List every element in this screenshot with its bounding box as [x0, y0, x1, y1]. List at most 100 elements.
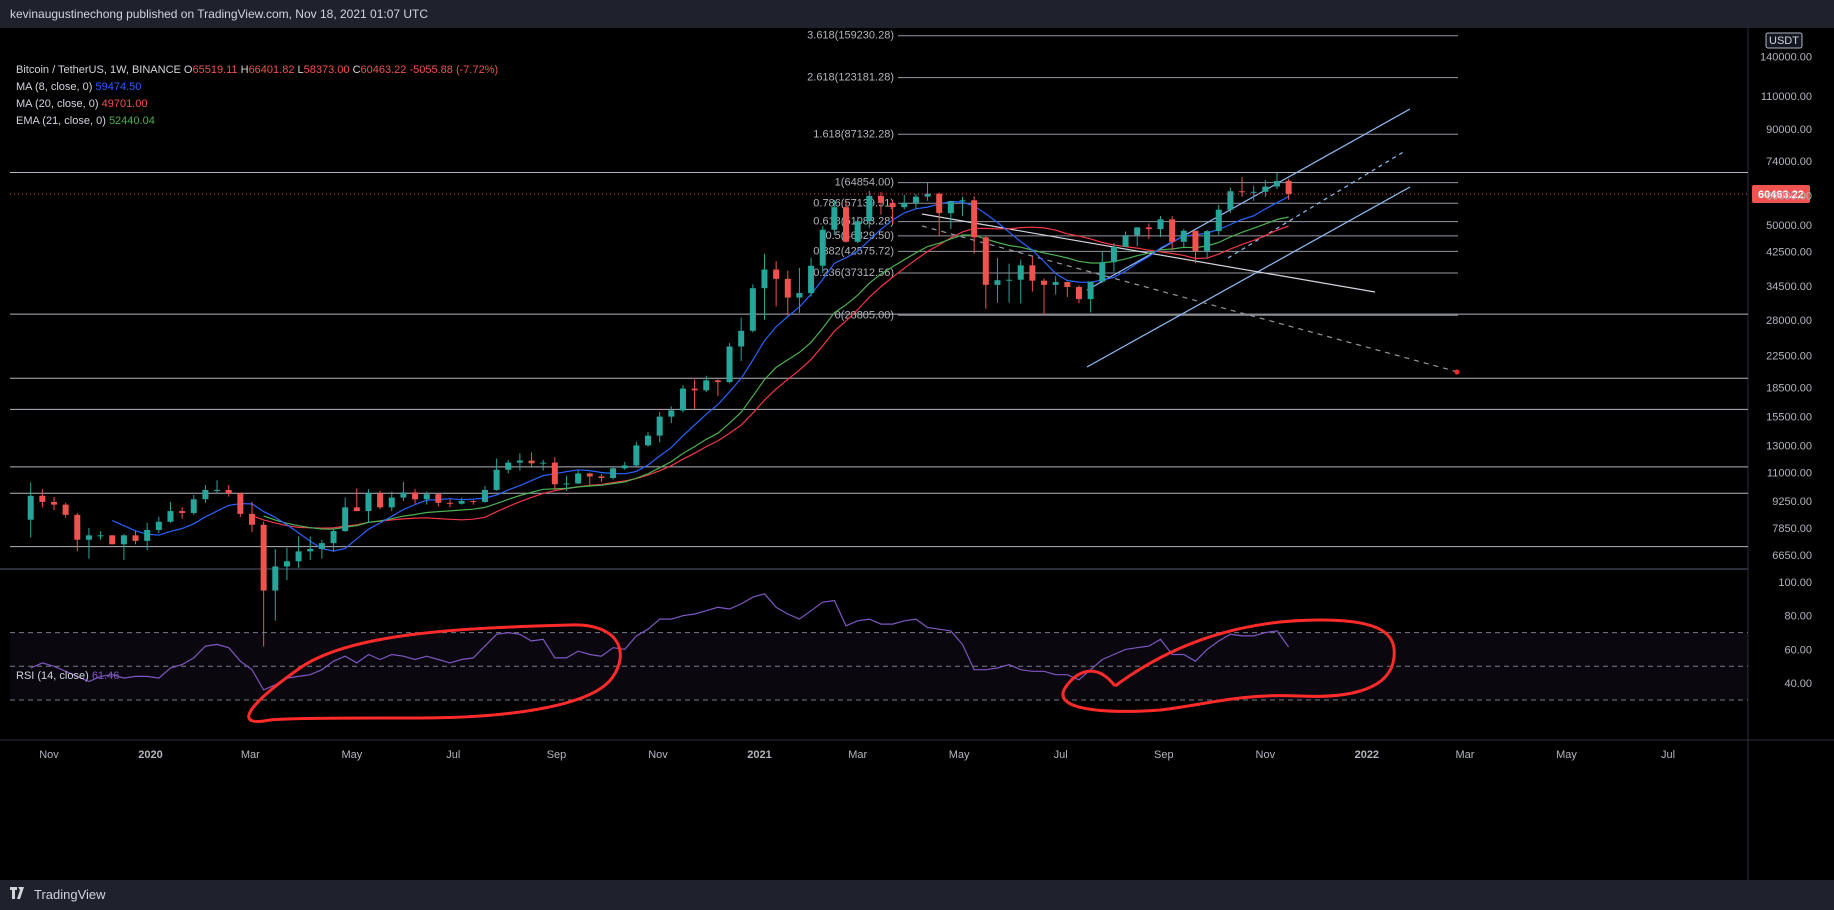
- candle-body: [540, 462, 547, 464]
- symbol-legend-row[interactable]: Bitcoin / TetherUS, 1W, BINANCE O65519.1…: [16, 62, 498, 79]
- indicator-legend-row[interactable]: EMA (21, close, 0) 52440.04: [16, 113, 498, 130]
- candle-body: [738, 330, 745, 347]
- candle-body: [971, 200, 978, 238]
- candle-body: [563, 483, 570, 485]
- time-axis-label: Mar: [1456, 749, 1475, 761]
- last-price-label: 60463.22: [1758, 189, 1804, 201]
- ohlc-value-c: 60463.22: [360, 64, 407, 76]
- candle-body: [1134, 227, 1141, 236]
- candle-body: [516, 460, 523, 463]
- time-axis-label: May: [949, 749, 970, 761]
- price-change: -5055.88 (-7.72%): [409, 64, 499, 76]
- candle-body: [1041, 280, 1048, 285]
- ohlc-key-o: O: [183, 64, 193, 76]
- horizontal-lines-layer: [10, 171, 1748, 548]
- fib-level-label: 3.618(159230.28): [807, 30, 894, 42]
- time-axis-label: Jul: [1661, 749, 1675, 761]
- fib-level-label: 1.618(87132.28): [813, 128, 894, 140]
- time-axis-label: Mar: [848, 749, 867, 761]
- indicator-name: EMA (21, close, 0): [16, 115, 109, 127]
- candle-body: [167, 511, 174, 522]
- chart-legend: Bitcoin / TetherUS, 1W, BINANCE O65519.1…: [16, 62, 498, 130]
- candle-body: [1017, 265, 1024, 280]
- candle-body: [877, 195, 884, 203]
- rsi-pane: 100.00 80.00 60.00 40.00: [10, 577, 1812, 701]
- candle-body: [679, 388, 686, 411]
- rsi-value: 61.46: [91, 670, 120, 682]
- fib-level-label: 0.786(57139.51): [813, 197, 894, 209]
- indicator-value: 49701.00: [101, 98, 148, 110]
- ohlc-value-h: 66401.82: [248, 64, 295, 76]
- candle-body: [295, 551, 302, 562]
- candle-body: [388, 497, 395, 508]
- candle-body: [330, 531, 337, 544]
- symbol-name: Bitcoin / TetherUS, 1W, BINANCE: [16, 64, 181, 76]
- candle-body: [936, 193, 943, 214]
- chart-area[interactable]: 3.618(159230.28) 2.618(123181.28) 1.618(87…: [0, 28, 1834, 880]
- candle-body: [353, 507, 360, 512]
- candle-body: [400, 492, 407, 498]
- rsi-legend[interactable]: RSI (14, close) 61.46: [16, 670, 119, 682]
- candle-body: [784, 278, 791, 298]
- price-axis-label: 74000.00: [1766, 156, 1812, 168]
- time-axis-label: Mar: [241, 749, 260, 761]
- candle-body: [796, 293, 803, 298]
- candle-body: [97, 535, 104, 537]
- ohlc-value-l: 58373.00: [303, 64, 350, 76]
- tradingview-logo-icon: [10, 880, 28, 910]
- candle-body: [27, 495, 34, 520]
- candle-body: [365, 493, 372, 512]
- currency-label: USDT: [1769, 35, 1799, 47]
- indicator-legend-row[interactable]: MA (20, close, 0) 49701.00: [16, 96, 498, 113]
- time-axis-label: Sep: [547, 749, 567, 761]
- price-axis-label: 13000.00: [1766, 440, 1812, 452]
- price-axis-label: 34500.00: [1766, 281, 1812, 293]
- candle-body: [248, 513, 255, 525]
- candle-body: [901, 202, 908, 208]
- fib-level-label: 0(28805.00): [835, 309, 894, 321]
- time-axis-label: 2022: [1355, 749, 1379, 761]
- price-axis-label: 110000.00: [1761, 91, 1812, 103]
- publisher-text: kevinaugustinechong published on Trading…: [10, 7, 429, 21]
- candle-body: [74, 514, 81, 540]
- time-axis-label: Nov: [39, 749, 59, 761]
- candle-body: [1075, 286, 1082, 300]
- descending-projection-dashed: [921, 225, 1459, 373]
- candle-body: [435, 494, 442, 503]
- price-chart[interactable]: 3.618(159230.28) 2.618(123181.28) 1.618(87…: [0, 28, 1834, 880]
- channel-upper-line: [1086, 108, 1411, 291]
- time-axis-label: Nov: [648, 749, 668, 761]
- rsi-axis-label: 40.00: [1784, 678, 1812, 690]
- candle-body: [377, 493, 384, 508]
- time-axis-label: 2021: [747, 749, 771, 761]
- candle-body: [621, 465, 628, 469]
- candle-body: [1250, 191, 1257, 193]
- price-axis-label: 11000.00: [1767, 468, 1812, 480]
- fib-level-label: 0.236(37312.56): [813, 267, 894, 279]
- candle-body: [1064, 282, 1071, 287]
- rsi-axis-label: 100.00: [1778, 577, 1812, 589]
- price-axis-label: 50000.00: [1766, 220, 1812, 232]
- candle-body: [889, 202, 896, 208]
- channel-mid-dashed-line: [1227, 150, 1406, 259]
- candle-body: [1087, 281, 1094, 300]
- candle-body: [1215, 209, 1222, 232]
- indicator-legend-row[interactable]: MA (8, close, 0) 59474.50: [16, 79, 498, 96]
- tradingview-brand[interactable]: TradingView: [10, 880, 106, 910]
- candle-body: [481, 489, 488, 502]
- fibonacci-extension: 3.618(159230.28) 2.618(123181.28) 1.618(87…: [807, 30, 1458, 321]
- annotation-layer: [247, 618, 1396, 723]
- price-axis-label: 28000.00: [1766, 315, 1812, 327]
- candle-body: [749, 288, 756, 331]
- price-axis-label: 9250.00: [1772, 496, 1812, 508]
- fib-level-label: 0.382(42575.72): [813, 245, 894, 257]
- candle-body: [610, 468, 617, 478]
- candle-body: [1169, 219, 1176, 242]
- candle-body: [575, 473, 582, 484]
- fib-level-label: 2.618(123181.28): [807, 72, 894, 84]
- candle-body: [202, 489, 209, 500]
- candle-body: [190, 499, 197, 513]
- rsi-axis-label: 60.00: [1784, 644, 1812, 656]
- footer-bar: TradingView: [0, 880, 1834, 910]
- candle-body: [912, 196, 919, 203]
